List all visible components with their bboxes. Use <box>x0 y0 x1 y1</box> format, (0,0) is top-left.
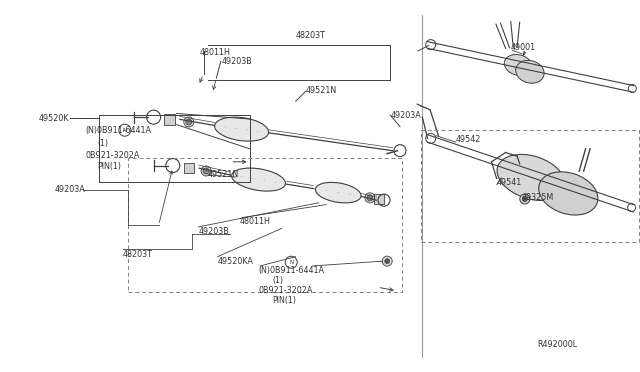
FancyBboxPatch shape <box>184 163 194 173</box>
Ellipse shape <box>497 154 565 201</box>
Text: 49520KA: 49520KA <box>218 257 253 266</box>
Ellipse shape <box>504 55 532 76</box>
Circle shape <box>520 194 530 204</box>
Circle shape <box>385 259 390 264</box>
Ellipse shape <box>316 182 361 203</box>
Text: 49203B: 49203B <box>221 57 252 66</box>
Text: 49521N: 49521N <box>208 170 239 179</box>
Text: N: N <box>289 260 293 265</box>
Text: 49521N: 49521N <box>306 86 337 95</box>
Text: 49001: 49001 <box>511 43 536 52</box>
Circle shape <box>367 195 373 201</box>
Circle shape <box>186 119 192 125</box>
Ellipse shape <box>539 172 598 215</box>
Text: (N)0B911-6441A: (N)0B911-6441A <box>86 126 152 135</box>
Text: (1): (1) <box>97 139 108 148</box>
Text: (1): (1) <box>272 276 283 285</box>
Text: 48011H: 48011H <box>240 217 271 226</box>
Text: 49541: 49541 <box>497 178 522 187</box>
Text: 48203T: 48203T <box>123 250 153 259</box>
Text: 48011H: 48011H <box>200 48 230 57</box>
Circle shape <box>382 256 392 266</box>
Text: 49520K: 49520K <box>38 114 69 123</box>
Text: 49203A: 49203A <box>390 111 421 120</box>
Text: PIN(1): PIN(1) <box>97 162 122 171</box>
Circle shape <box>365 193 375 203</box>
Text: N: N <box>123 128 127 133</box>
Text: 49325M: 49325M <box>522 193 554 202</box>
Circle shape <box>203 168 209 174</box>
FancyBboxPatch shape <box>164 114 175 125</box>
Text: 49203A: 49203A <box>55 185 86 194</box>
Text: 0B921-3202A: 0B921-3202A <box>259 286 313 295</box>
Circle shape <box>522 196 527 202</box>
Text: 48203T: 48203T <box>296 31 326 40</box>
Ellipse shape <box>516 60 544 83</box>
Text: 49203B: 49203B <box>198 227 229 236</box>
FancyBboxPatch shape <box>374 195 384 204</box>
Text: R492000L: R492000L <box>538 340 578 349</box>
Ellipse shape <box>214 117 269 141</box>
Text: PIN(1): PIN(1) <box>272 296 296 305</box>
Circle shape <box>201 166 211 176</box>
Ellipse shape <box>232 168 285 191</box>
Text: 49542: 49542 <box>456 135 481 144</box>
Text: (N)0B911-6441A: (N)0B911-6441A <box>259 266 324 275</box>
Circle shape <box>184 117 194 127</box>
Text: 0B921-3202A: 0B921-3202A <box>86 151 140 160</box>
